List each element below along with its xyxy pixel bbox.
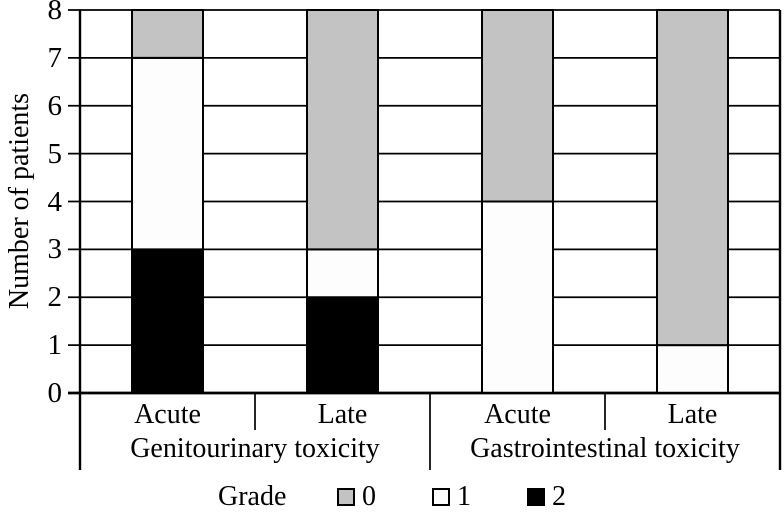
legend-title: Grade	[218, 481, 287, 512]
y-tick-label: 7	[47, 41, 63, 74]
y-tick-label: 4	[47, 185, 63, 218]
bar-segment-group0-acute-grade0	[131, 9, 204, 59]
legend-label-grade-2: 2	[552, 481, 566, 512]
y-tick-label: 1	[47, 329, 63, 362]
y-tick-label: 2	[47, 281, 63, 314]
grade-0-swatch-icon	[337, 488, 355, 506]
legend-label-grade-1: 1	[457, 481, 471, 512]
category-label: Acute	[134, 399, 201, 430]
y-tick-label: 6	[47, 89, 63, 122]
category-label: Late	[317, 399, 368, 430]
legend-item-grade-0: 0	[337, 482, 376, 512]
y-tick-label: 3	[47, 233, 63, 266]
category-label: Acute	[484, 399, 551, 430]
bar-segment-group1-acute-grade0	[481, 9, 554, 203]
legend-item-grade-1: 1	[432, 482, 471, 512]
y-tick-label: 0	[47, 377, 63, 409]
bar-segment-group1-late-grade1	[656, 344, 729, 394]
bar-segment-group0-acute-grade2	[131, 248, 204, 394]
category-label: Late	[667, 399, 718, 430]
bar-segment-group0-late-grade2	[306, 296, 379, 394]
grade-2-swatch-icon	[527, 488, 545, 506]
legend-item-grade-2: 2	[527, 482, 566, 512]
y-tick-label: 5	[47, 137, 63, 170]
y-tick-label: 8	[47, 0, 63, 26]
legend-label-grade-0: 0	[362, 481, 376, 512]
grade-1-swatch-icon	[432, 488, 450, 506]
bar-segment-group1-late-grade0	[656, 9, 729, 347]
group-label: Gastrointestinal toxicity	[470, 433, 740, 464]
group-label: Genitourinary toxicity	[130, 433, 380, 464]
bar-segment-group0-acute-grade1	[131, 56, 204, 251]
bar-segment-group0-late-grade1	[306, 248, 379, 299]
bar-segment-group0-late-grade0	[306, 9, 379, 251]
bar-segment-group1-acute-grade1	[481, 200, 554, 394]
